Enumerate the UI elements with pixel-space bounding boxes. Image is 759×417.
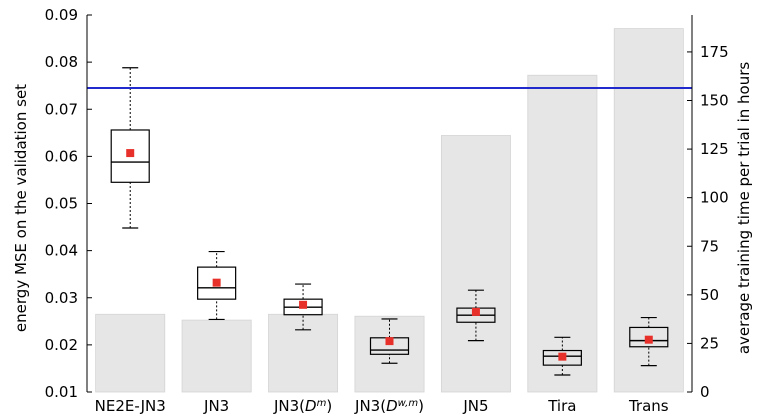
box-plot-7 xyxy=(629,316,669,367)
x-category-label-part: D xyxy=(386,397,398,415)
y-left-tick-label-2: 0.03 xyxy=(45,289,78,307)
x-category-label-5: JN5 xyxy=(462,397,488,415)
x-category-label-part: JN5 xyxy=(462,397,488,415)
axes xyxy=(86,14,693,393)
box-plot-2 xyxy=(197,250,237,321)
y-left-tick-label-5: 0.06 xyxy=(45,147,78,165)
labels: energy MSE on the validation set average… xyxy=(12,6,753,415)
x-category-label-3: JN3(Dm) xyxy=(273,397,332,415)
training-time-bar-7 xyxy=(613,28,684,393)
x-category-label-part: m xyxy=(317,398,327,409)
training-time-bar-6 xyxy=(527,74,598,393)
x-category-label-6: Tira xyxy=(547,397,576,415)
mean-marker xyxy=(299,300,308,309)
y-left-tick-label-3: 0.04 xyxy=(45,242,78,260)
y-axis-right-label: average training time per trial in hours xyxy=(735,62,753,355)
x-category-label-part: Tira xyxy=(547,397,576,415)
training-time-bar-2 xyxy=(181,319,252,393)
x-category-label-part: ) xyxy=(418,397,424,415)
x-category-label-part: JN3( xyxy=(354,397,386,415)
x-category-label-4: JN3(Dw,m) xyxy=(354,397,424,415)
mean-marker xyxy=(212,278,221,287)
y-right-tick-label-5: 125 xyxy=(700,140,729,158)
y-left-tick-label-6: 0.07 xyxy=(45,100,78,118)
x-category-label-part: NE2E-JN3 xyxy=(95,397,166,415)
x-category-label-part: JN3( xyxy=(273,397,305,415)
x-category-label-part: w,m xyxy=(398,398,419,409)
y-right-tick-label-1: 25 xyxy=(700,334,719,352)
box-plot-5 xyxy=(456,289,496,342)
y-axis-left-label: energy MSE on the validation set xyxy=(12,84,30,332)
box-plot-3 xyxy=(283,283,323,331)
x-category-label-part: ) xyxy=(326,397,332,415)
training-time-bar-1 xyxy=(95,313,166,393)
mean-marker xyxy=(126,149,135,158)
y-right-tick-label-6: 150 xyxy=(700,92,729,110)
box-iqr xyxy=(629,326,669,348)
y-right-tick-label-4: 100 xyxy=(700,189,729,207)
box-plot-1 xyxy=(110,67,150,229)
mean-marker xyxy=(558,352,567,361)
x-category-label-part: JN3 xyxy=(203,397,229,415)
y-left-tick-label-4: 0.05 xyxy=(45,195,78,213)
y-right-tick-label-0: 0 xyxy=(700,383,710,401)
box-iqr xyxy=(197,266,237,300)
mean-marker xyxy=(385,337,394,346)
x-category-label-2: JN3 xyxy=(203,397,229,415)
box-iqr xyxy=(542,349,582,366)
mean-marker xyxy=(644,335,653,344)
y-left-tick-label-0: 0.01 xyxy=(45,383,78,401)
x-category-label-part: D xyxy=(305,397,317,415)
x-category-label-1: NE2E-JN3 xyxy=(95,397,166,415)
box-plot-4 xyxy=(369,318,410,364)
training-time-bars xyxy=(95,28,684,393)
x-category-label-7: Trans xyxy=(628,397,669,415)
y-right-tick-label-3: 75 xyxy=(700,237,719,255)
x-category-label-part: Trans xyxy=(628,397,669,415)
y-right-tick-label-7: 175 xyxy=(700,43,729,61)
y-right-tick-label-2: 50 xyxy=(700,286,719,304)
y-left-tick-label-7: 0.08 xyxy=(45,53,78,71)
y-left-tick-label-1: 0.02 xyxy=(45,336,78,354)
y-left-tick-label-8: 0.09 xyxy=(45,6,78,24)
box-iqr xyxy=(110,129,150,183)
mean-marker xyxy=(471,307,480,316)
training-time-bar-5 xyxy=(440,135,511,393)
training-time-bar-3 xyxy=(268,313,339,393)
box-plot-6 xyxy=(542,336,582,376)
box-plots xyxy=(110,67,669,376)
